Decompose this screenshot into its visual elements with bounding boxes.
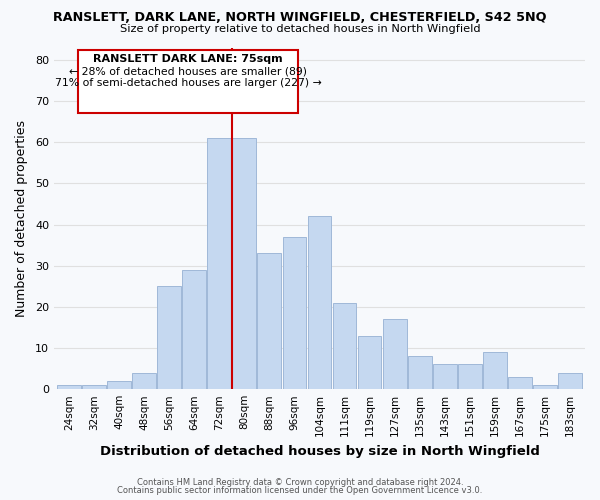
Bar <box>257 254 281 389</box>
Bar <box>308 216 331 389</box>
X-axis label: Distribution of detached houses by size in North Wingfield: Distribution of detached houses by size … <box>100 444 539 458</box>
Bar <box>57 385 81 389</box>
Text: ← 28% of detached houses are smaller (89): ← 28% of detached houses are smaller (89… <box>69 66 307 76</box>
Bar <box>132 372 156 389</box>
Text: RANSLETT, DARK LANE, NORTH WINGFIELD, CHESTERFIELD, S42 5NQ: RANSLETT, DARK LANE, NORTH WINGFIELD, CH… <box>53 11 547 24</box>
Bar <box>208 138 231 389</box>
Bar <box>157 286 181 389</box>
Bar <box>408 356 431 389</box>
Bar <box>383 319 407 389</box>
Bar <box>558 372 582 389</box>
Text: Contains HM Land Registry data © Crown copyright and database right 2024.: Contains HM Land Registry data © Crown c… <box>137 478 463 487</box>
Bar <box>483 352 507 389</box>
Bar <box>283 237 307 389</box>
Bar <box>458 364 482 389</box>
Bar <box>332 302 356 389</box>
Bar <box>82 385 106 389</box>
Y-axis label: Number of detached properties: Number of detached properties <box>15 120 28 317</box>
Bar <box>508 377 532 389</box>
Text: Size of property relative to detached houses in North Wingfield: Size of property relative to detached ho… <box>119 24 481 34</box>
Bar <box>107 381 131 389</box>
Bar <box>358 336 382 389</box>
Bar <box>182 270 206 389</box>
Text: 71% of semi-detached houses are larger (227) →: 71% of semi-detached houses are larger (… <box>55 78 322 88</box>
Text: Contains public sector information licensed under the Open Government Licence v3: Contains public sector information licen… <box>118 486 482 495</box>
FancyBboxPatch shape <box>78 50 298 114</box>
Bar <box>433 364 457 389</box>
Bar <box>232 138 256 389</box>
Text: RANSLETT DARK LANE: 75sqm: RANSLETT DARK LANE: 75sqm <box>93 54 283 64</box>
Bar <box>533 385 557 389</box>
